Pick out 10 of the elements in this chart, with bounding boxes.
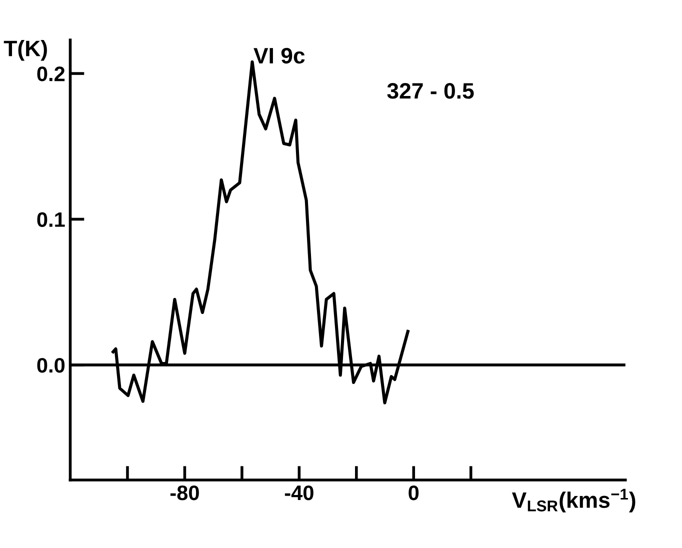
y-tick-label: 0.0	[37, 358, 65, 373]
x-tick-label: -40	[284, 485, 314, 500]
annotation: VI 9c	[254, 48, 305, 64]
annotation: 327 - 0.5	[387, 83, 474, 99]
y-tick-label: 0.1	[37, 212, 65, 227]
x-axis-title: V$_{LSR}$(kms$^{−1}$)	[512, 488, 636, 512]
y-tick-label: 0.2	[37, 66, 65, 82]
y-axis-title: T(K)	[4, 40, 47, 61]
x-tick-label: 0	[408, 485, 419, 500]
x-tick-label: -80	[170, 485, 199, 500]
